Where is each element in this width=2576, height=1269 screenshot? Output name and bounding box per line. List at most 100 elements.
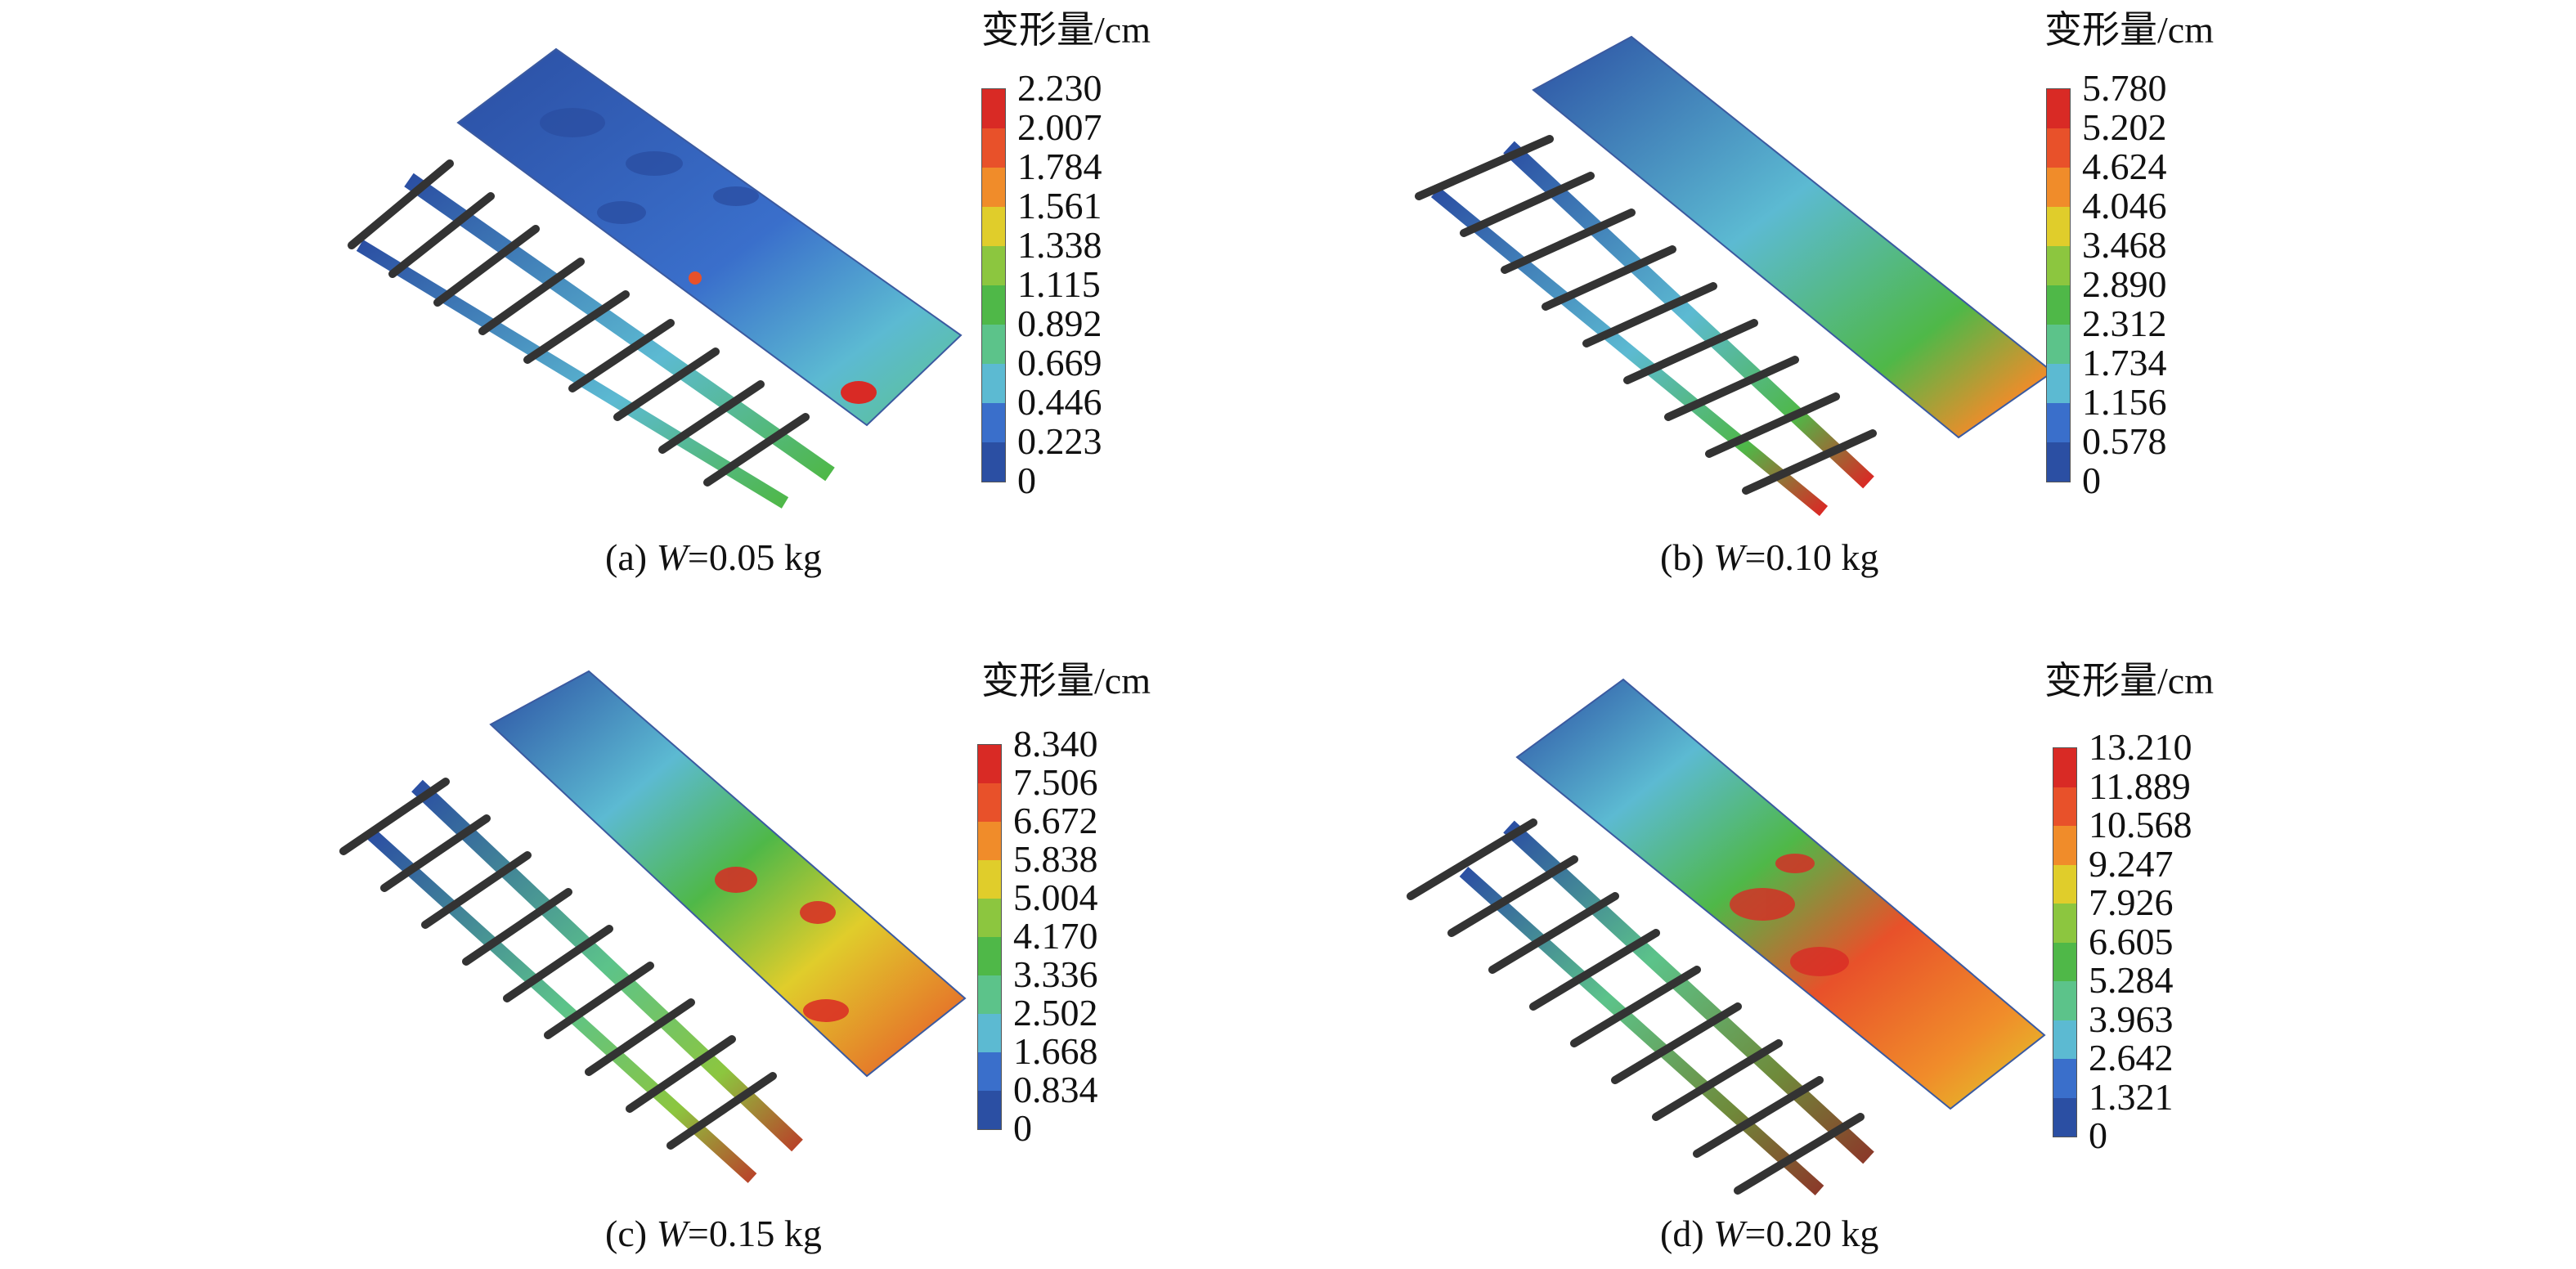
caption-value: =0.05 kg — [687, 536, 822, 578]
colorbar-segment — [2053, 942, 2076, 981]
colorbar-segment — [978, 1052, 1001, 1091]
legend-title: 变形量/cm — [981, 660, 1151, 702]
spar-rear — [367, 830, 757, 1183]
wing-deformation-illustration-a — [348, 47, 963, 509]
colorbar-tick-label: 2.230 — [1017, 67, 1102, 109]
colorbar-tick-label: 4.170 — [1013, 915, 1098, 957]
skin-deformation-spots — [715, 867, 849, 1022]
wing-ribs — [348, 159, 810, 487]
colorbar-tick-label: 5.202 — [2082, 106, 2167, 148]
caption: (a) W=0.05 kg — [605, 536, 822, 579]
panel-c: 变形量/cm 8.340 7.506 6.672 5.838 5.004 4.170 3.3… — [0, 634, 1288, 1269]
colorbar-tick-label: 3.963 — [2089, 998, 2174, 1040]
colorbar-tick-label: 6.672 — [1013, 800, 1098, 841]
spar-front — [404, 173, 835, 482]
colorbar-segment — [2053, 904, 2076, 943]
legend-title: 变形量/cm — [981, 9, 1151, 51]
colorbar-tick-label: 5.780 — [2082, 67, 2167, 109]
colorbar-segment — [982, 442, 1005, 482]
colorbar-tick-label: 1.668 — [1013, 1030, 1098, 1072]
colorbar-segment — [2047, 325, 2070, 364]
colorbar-tick-label: 13.210 — [2089, 726, 2192, 768]
hot-spot — [689, 271, 702, 285]
caption-value: =0.15 kg — [687, 1213, 822, 1254]
colorbar-segment — [982, 168, 1005, 207]
colorbar-segment — [2047, 285, 2070, 325]
caption-value: =0.10 kg — [1744, 536, 1879, 578]
caption-variable: W — [1713, 1213, 1745, 1254]
colorbar-segment — [978, 822, 1001, 860]
colorbar-tick-label: 0.223 — [1017, 420, 1102, 462]
caption-variable: W — [656, 536, 688, 578]
spar-front — [1503, 141, 1874, 489]
colorbar-segment — [978, 975, 1001, 1014]
colorbar-tick-label: 1.115 — [1017, 263, 1101, 305]
colorbar-tick-label: 0 — [1013, 1107, 1032, 1149]
colorbar-tick-label: 7.926 — [2089, 881, 2174, 923]
wing-ribs — [1415, 135, 1877, 495]
colorbar-tick-label: 0.834 — [1013, 1069, 1098, 1110]
caption-prefix: (a) — [605, 536, 657, 578]
caption-prefix: (b) — [1660, 536, 1714, 578]
colorbar-tick-label: 5.004 — [1013, 877, 1098, 918]
colorbar-segment — [2053, 1059, 2076, 1098]
caption-value: =0.20 kg — [1744, 1213, 1879, 1254]
colorbar-segment — [2047, 207, 2070, 246]
caption: (c) W=0.15 kg — [605, 1212, 822, 1255]
wing-ribs — [339, 778, 777, 1150]
colorbar-segment — [982, 246, 1005, 285]
spar-front — [1503, 820, 1874, 1164]
colorbar — [981, 88, 1006, 482]
colorbar-tick-label: 1.156 — [2082, 381, 2167, 423]
colorbar-tick-label: 0 — [2089, 1114, 2107, 1156]
caption-prefix: (c) — [605, 1213, 657, 1254]
colorbar-tick-label: 10.568 — [2089, 804, 2192, 845]
colorbar-segment — [2053, 864, 2076, 904]
colorbar-tick-label: 2.007 — [1017, 106, 1102, 148]
caption-variable: W — [1713, 536, 1745, 578]
colorbar-tick-label: 0.578 — [2082, 420, 2167, 462]
colorbar-segment — [982, 89, 1005, 128]
colorbar-segment — [982, 403, 1005, 442]
colorbar — [2046, 88, 2071, 482]
colorbar-segment — [978, 937, 1001, 975]
colorbar-tick-label: 3.468 — [2082, 224, 2167, 266]
spar-rear — [356, 240, 789, 509]
colorbar-tick-label: 0 — [1017, 460, 1036, 501]
colorbar-tick-label: 5.284 — [2089, 959, 2174, 1001]
wing-deformation-illustration-c — [339, 670, 967, 1183]
colorbar-segment — [2047, 442, 2070, 482]
colorbar-tick-label: 1.561 — [1017, 185, 1102, 226]
colorbar-tick-label: 2.642 — [2089, 1037, 2174, 1078]
colorbar-segment — [978, 783, 1001, 822]
colorbar-segment — [978, 899, 1001, 937]
colorbar-tick-label: 0.892 — [1017, 303, 1102, 344]
colorbar-tick-label: 4.624 — [2082, 146, 2167, 187]
colorbar-segment — [2053, 981, 2076, 1020]
panel-b: 变形量/cm 5.780 5.202 4.624 4.046 3.468 2.890 2.3… — [1288, 0, 2576, 634]
colorbar-segment — [2053, 1097, 2076, 1137]
colorbar-segment — [2047, 403, 2070, 442]
colorbar-tick-label: 4.046 — [2082, 185, 2167, 226]
wing-ribs — [1407, 818, 1865, 1195]
skin-deformation-spots — [540, 108, 759, 224]
colorbar-segment — [978, 1091, 1001, 1129]
colorbar-tick-label: 1.784 — [1017, 146, 1102, 187]
spar-rear — [1430, 186, 1829, 517]
legend-title: 变形量/cm — [2044, 9, 2214, 51]
colorbar-tick-label: 1.321 — [2089, 1075, 2174, 1118]
colorbar-segment — [978, 1014, 1001, 1052]
colorbar-tick-label: 6.605 — [2089, 920, 2174, 962]
caption: (b) W=0.10 kg — [1660, 536, 1878, 579]
colorbar-tick-label: 9.247 — [2089, 842, 2174, 885]
colorbar-segment — [2047, 168, 2070, 207]
colorbar-segment — [2047, 89, 2070, 128]
colorbar-tick-label: 2.502 — [1013, 992, 1098, 1034]
spar-front — [411, 779, 803, 1152]
colorbar-segment — [982, 207, 1005, 246]
colorbar-tick-label: 2.890 — [2082, 263, 2167, 305]
colorbar-segment — [982, 285, 1005, 325]
colorbar-tick-label: 0 — [2082, 460, 2101, 501]
colorbar-segment — [978, 860, 1001, 899]
wing-skin — [456, 47, 963, 427]
